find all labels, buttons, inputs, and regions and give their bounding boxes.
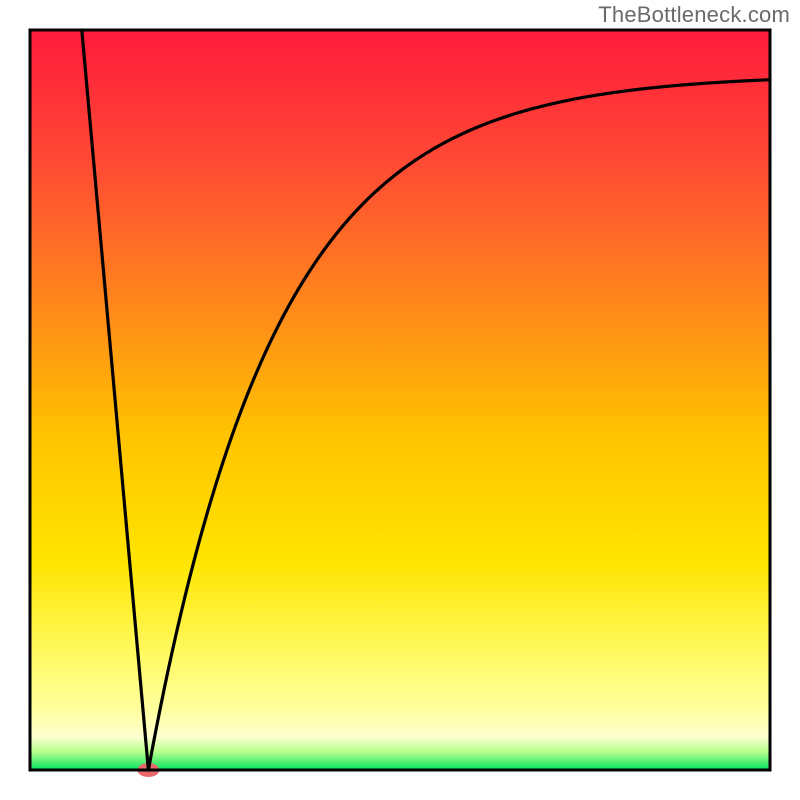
chart-stage: TheBottleneck.com [0,0,800,800]
chart-svg [0,0,800,800]
plot-background [30,30,770,770]
